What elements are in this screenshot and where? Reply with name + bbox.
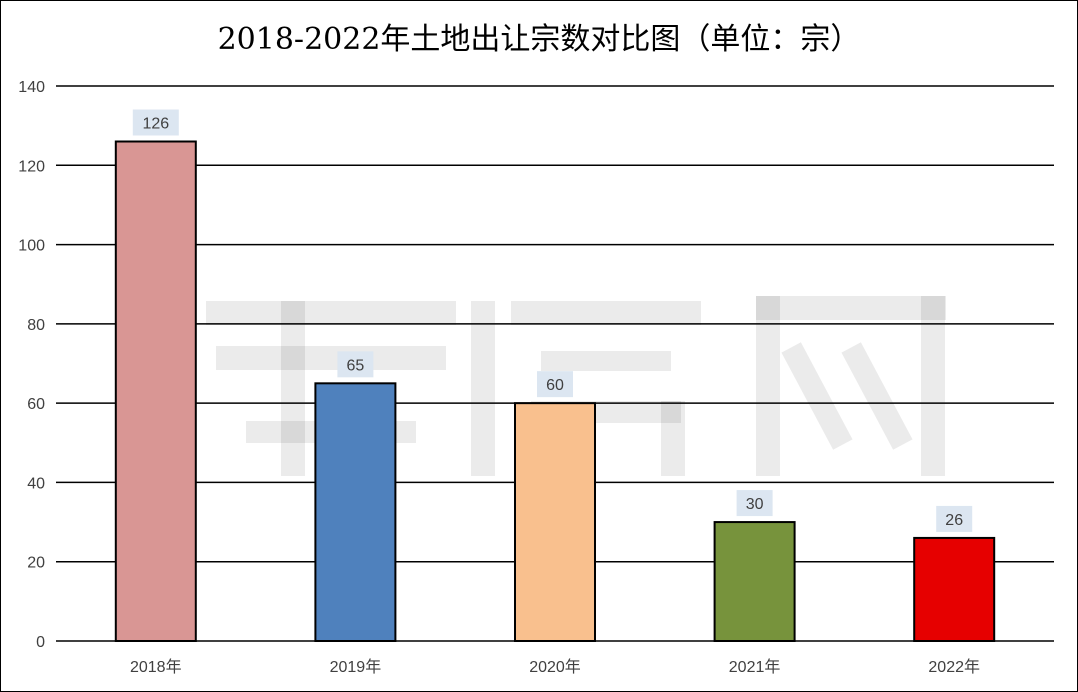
watermark-logo xyxy=(206,296,946,476)
bar xyxy=(514,402,596,642)
bar xyxy=(314,382,397,642)
data-labels: 126 65 60 30 26 xyxy=(132,109,973,532)
bar xyxy=(713,521,796,642)
x-tick-label: 2022年 xyxy=(928,658,980,676)
data-label-bg xyxy=(736,490,773,517)
y-tick-label: 60 xyxy=(27,396,45,413)
y-tick-label: 80 xyxy=(27,317,45,334)
data-label: 126 xyxy=(142,116,169,133)
data-label-bg xyxy=(936,505,973,532)
x-axis: 2018年 2019年 2020年 2021年 2022年 xyxy=(130,658,980,676)
bar xyxy=(114,140,197,642)
y-tick-label: 40 xyxy=(27,475,45,492)
y-tick-label: 120 xyxy=(18,158,45,175)
data-label: 60 xyxy=(546,377,564,394)
x-tick-label: 2020年 xyxy=(529,658,581,676)
bar xyxy=(913,536,996,643)
x-tick-label: 2019年 xyxy=(330,658,382,676)
x-tick-label: 2021年 xyxy=(729,658,781,676)
data-label: 30 xyxy=(746,496,764,513)
y-tick-label: 20 xyxy=(27,555,45,572)
chart-title: 2018-2022年土地出让宗数对比图（单位：宗） xyxy=(218,22,861,57)
data-label: 65 xyxy=(347,357,365,374)
bars xyxy=(114,140,996,643)
data-label-bg xyxy=(132,109,179,136)
data-label-bg xyxy=(537,371,573,398)
y-tick-label: 100 xyxy=(18,238,45,255)
data-label: 26 xyxy=(945,512,963,529)
x-tick-label: 2018年 xyxy=(130,658,182,676)
data-label-bg xyxy=(337,351,374,378)
y-tick-label: 0 xyxy=(36,634,45,651)
y-tick-label: 140 xyxy=(18,79,45,96)
y-axis: 0 20 40 60 80 100 120 140 xyxy=(18,79,45,651)
